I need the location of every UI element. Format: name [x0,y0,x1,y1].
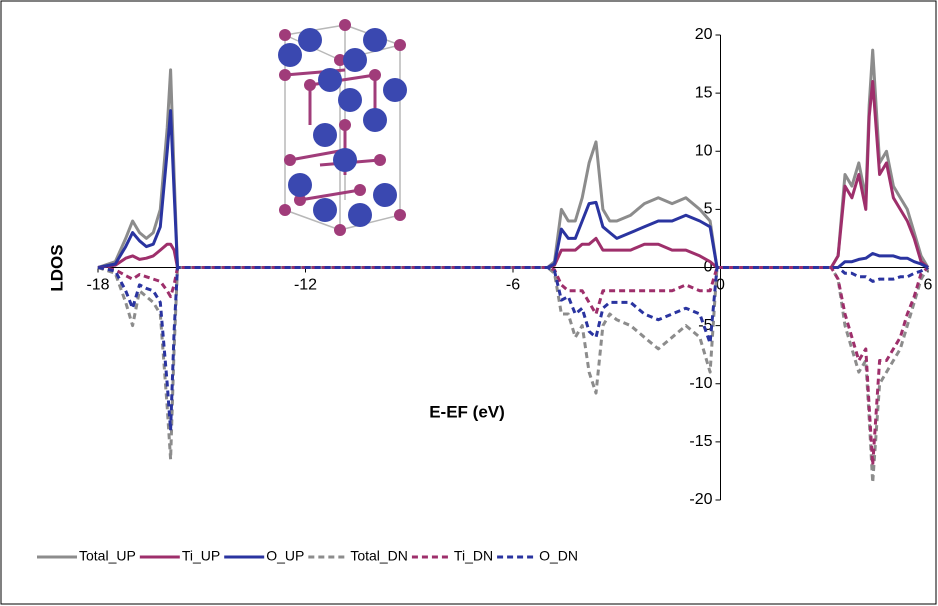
y-tick-label: 20 [695,26,713,43]
x-tick-label: -6 [506,277,520,294]
y-tick-label: 15 [695,84,713,101]
legend-label: O_UP [266,548,304,564]
y-axis-label: LDOS [47,244,66,291]
legend-label: Ti_DN [454,548,493,564]
legend-label: Total_DN [350,548,408,564]
x-tick-label: -12 [294,277,317,294]
y-tick-label: -15 [689,433,712,450]
y-tick-label: 10 [695,142,713,159]
y-tick-label: -10 [689,375,712,392]
y-tick-label: -20 [689,491,712,508]
chart: E-EF (eV) LDOS -20-15-10-505101520-18-12… [0,0,938,606]
x-axis-label: E-EF (eV) [429,402,505,421]
legend-label: Total_UP [79,548,136,564]
x-tick-label: 6 [924,277,933,294]
chart-border [1,1,936,604]
legend-label: Ti_UP [182,548,220,564]
x-tick-label: -18 [86,277,109,294]
legend-label: O_DN [539,548,578,564]
